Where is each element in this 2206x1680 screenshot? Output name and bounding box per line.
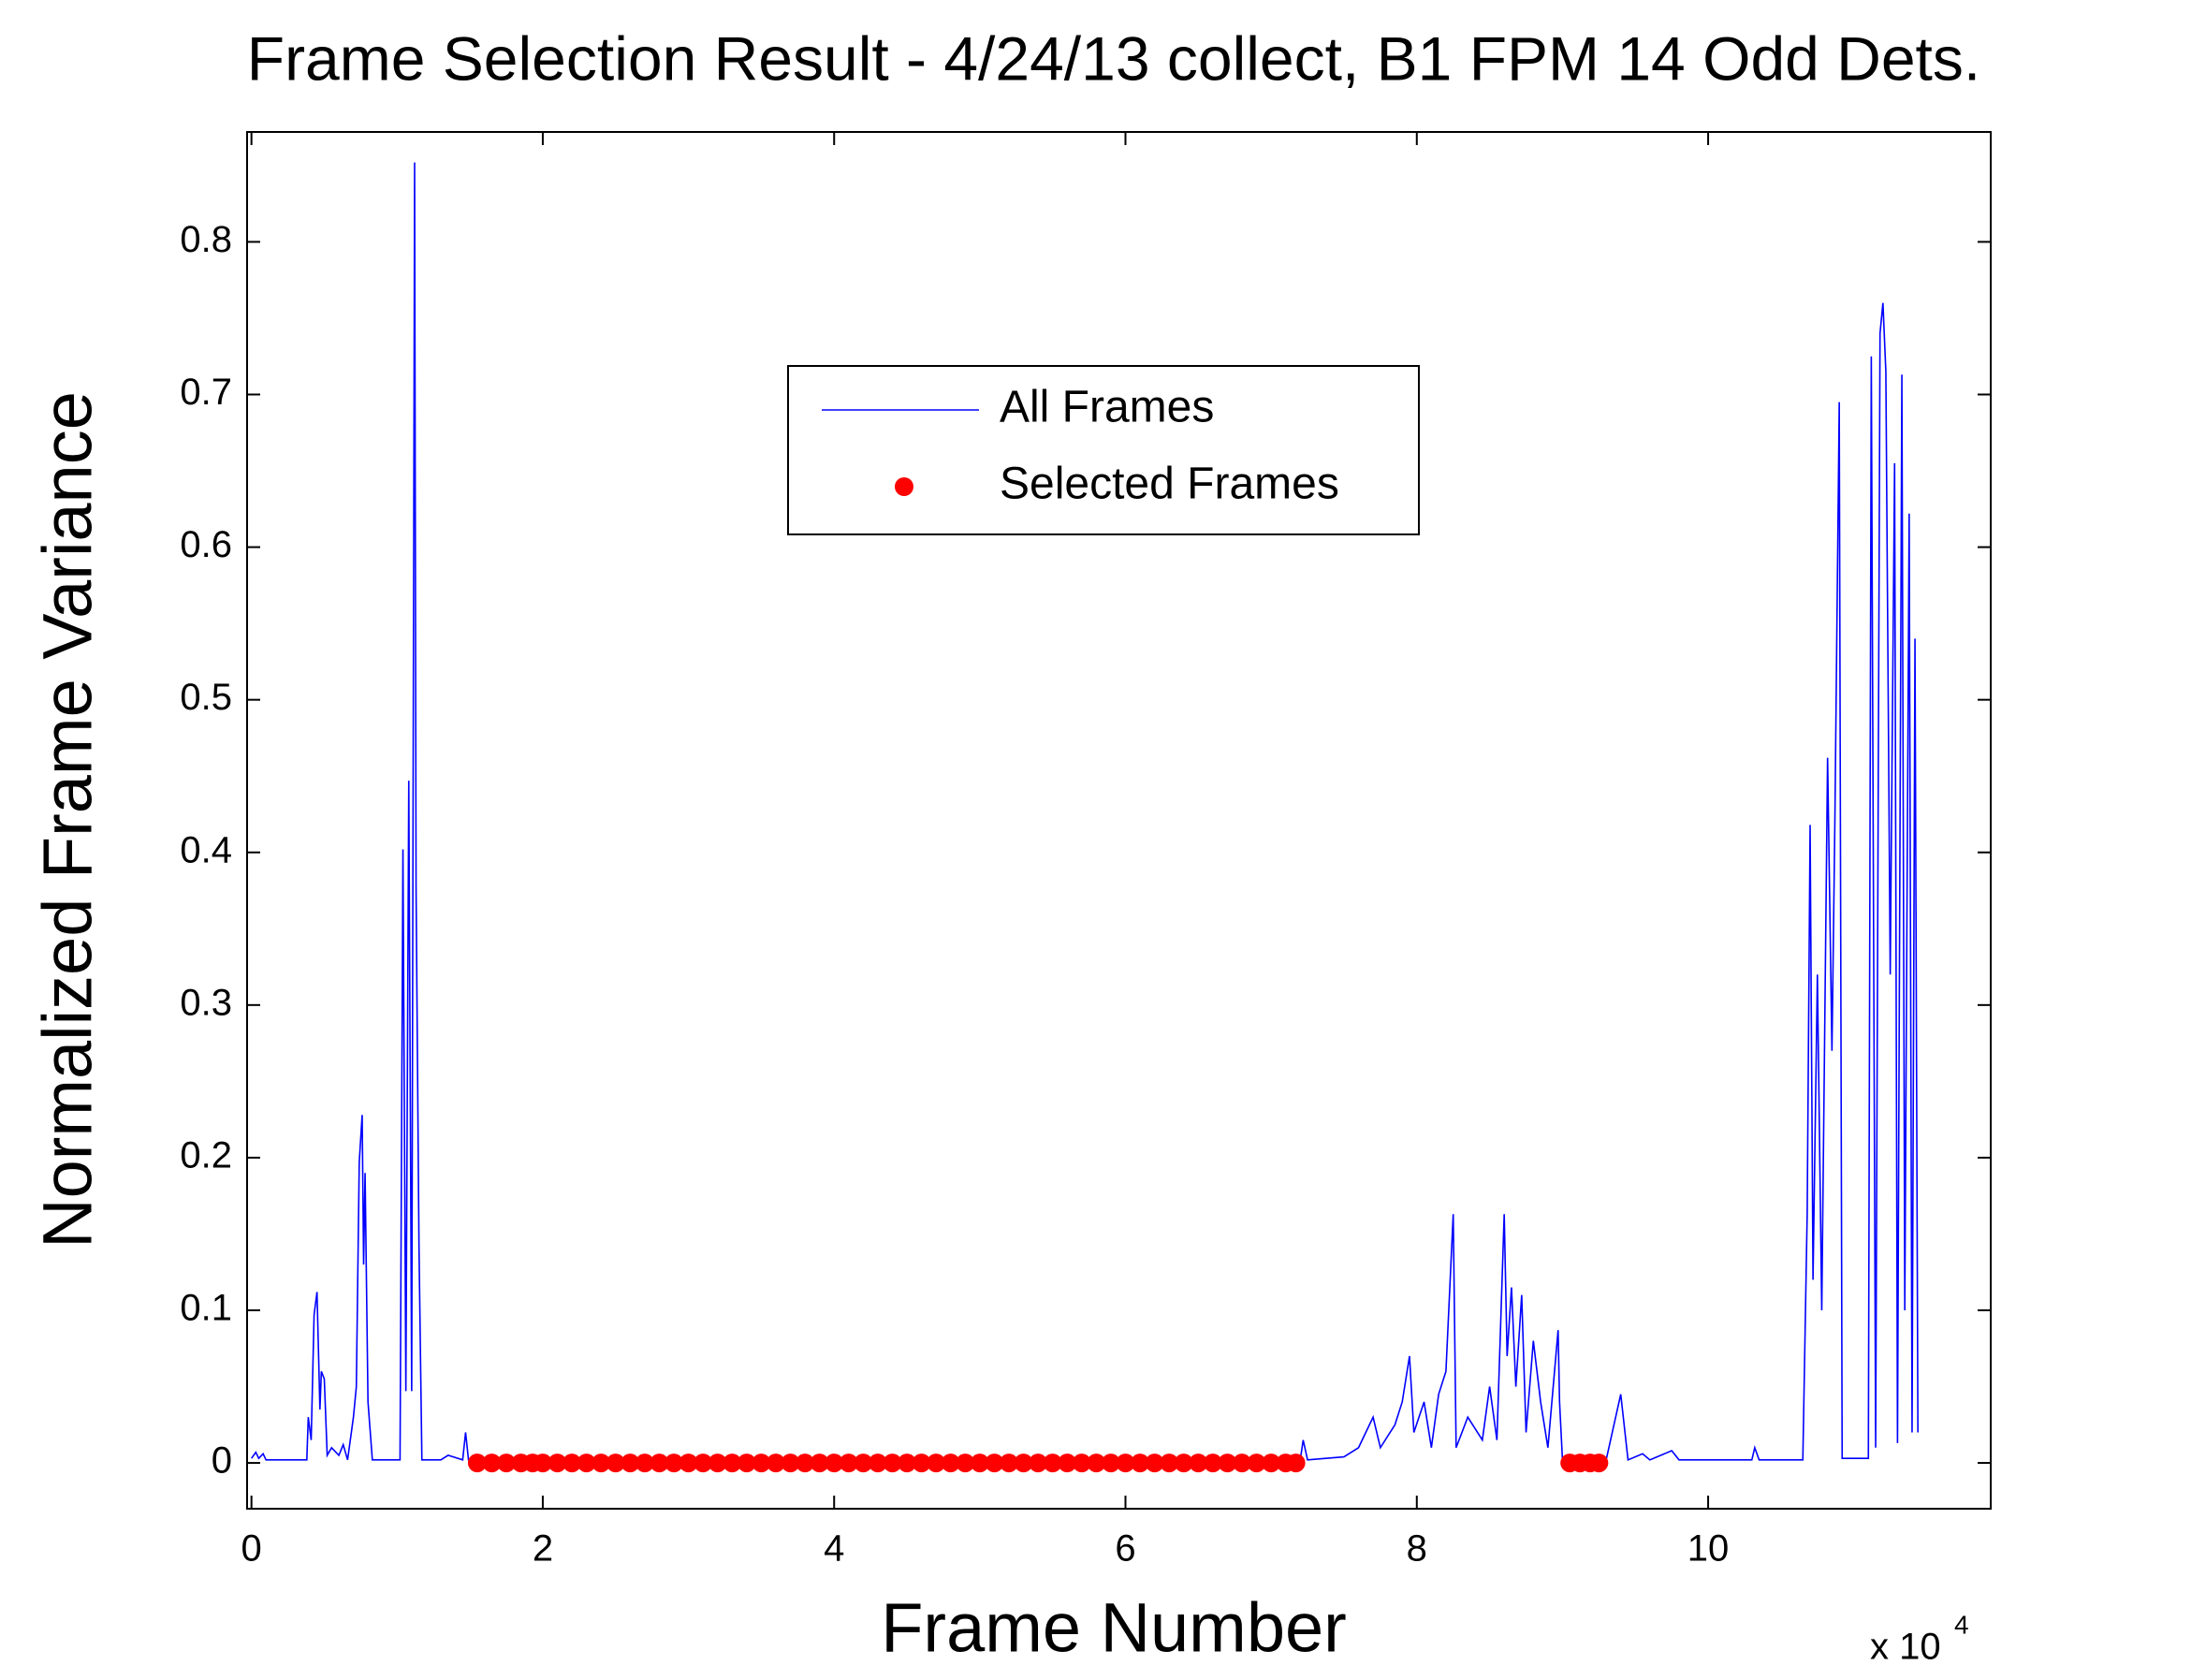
selected-frame-dot — [941, 1454, 960, 1473]
x-tick-label: 0 — [241, 1528, 262, 1570]
selected-frame-dot — [1218, 1454, 1237, 1473]
y-tick-label: 0.3 — [180, 982, 232, 1023]
selected-frame-dot — [927, 1454, 946, 1473]
selected-frame-dot — [752, 1454, 771, 1473]
legend-label: All Frames — [1000, 383, 1214, 432]
selected-frame-dot — [868, 1454, 887, 1473]
y-axis-label: Normalized Frame Variance — [29, 391, 107, 1249]
selected-frame-dot — [912, 1454, 931, 1473]
legend-label: Selected Frames — [1000, 460, 1339, 509]
selected-frame-dot — [1145, 1454, 1164, 1473]
selected-frame-dot — [796, 1454, 815, 1473]
y-tick-label: 0 — [212, 1440, 232, 1482]
selected-frame-dot — [1058, 1454, 1077, 1473]
selected-frame-dot — [1131, 1454, 1150, 1473]
selected-frame-dot — [1101, 1454, 1120, 1473]
selected-frame-dot — [621, 1454, 640, 1473]
plot-area — [247, 132, 1991, 1509]
selected-frame-dot — [665, 1454, 684, 1473]
selected-frame-dot — [781, 1454, 800, 1473]
selected-frame-dot — [1286, 1454, 1306, 1473]
x-tick-label: 4 — [824, 1528, 844, 1570]
selected-frame-dot — [985, 1454, 1004, 1473]
x-tick-label: 8 — [1407, 1528, 1427, 1570]
selected-frame-dot — [467, 1454, 487, 1473]
selected-frame-dot — [1072, 1454, 1091, 1473]
chart-title: Frame Selection Result - 4/24/13 collect… — [247, 23, 1980, 93]
selected-frame-dot — [1203, 1454, 1222, 1473]
selected-frame-dot — [497, 1454, 517, 1473]
selected-frame-dot — [1189, 1454, 1208, 1473]
selected-frame-dot — [1233, 1454, 1252, 1473]
x-tick-label: 6 — [1115, 1528, 1135, 1570]
selected-frame-dot — [1014, 1454, 1033, 1473]
selected-frame-dot — [1247, 1454, 1266, 1473]
selected-frame-dot — [548, 1454, 567, 1473]
x-multiplier: x 10 — [1870, 1627, 1941, 1668]
selected-frame-dot — [839, 1454, 858, 1473]
selected-frame-dot — [1116, 1454, 1135, 1473]
y-tick-label: 0.8 — [180, 219, 232, 260]
selected-frame-dot — [999, 1454, 1018, 1473]
selected-frame-dot — [635, 1454, 654, 1473]
selected-frame-dot — [723, 1454, 742, 1473]
selected-frame-dot — [606, 1454, 625, 1473]
x-tick-label: 10 — [1687, 1528, 1730, 1570]
selected-frame-dot — [1087, 1454, 1106, 1473]
selected-frame-dot — [650, 1454, 669, 1473]
selected-frame-dot — [694, 1454, 713, 1473]
selected-frame-dot — [766, 1454, 785, 1473]
selected-frame-dot — [1160, 1454, 1179, 1473]
x-axis-label: Frame Number — [881, 1589, 1347, 1667]
selected-frame-dot — [898, 1454, 917, 1473]
selected-frame-dot — [1174, 1454, 1193, 1473]
selected-frame-dot — [679, 1454, 698, 1473]
y-tick-label: 0.6 — [180, 524, 232, 565]
y-tick-label: 0.4 — [180, 829, 232, 870]
selected-frame-dot — [737, 1454, 756, 1473]
selected-frame-dot — [708, 1454, 727, 1473]
selected-frame-dot — [562, 1454, 582, 1473]
selected-frame-dot — [1589, 1454, 1609, 1473]
legend-box — [787, 365, 1420, 535]
selected-frame-dot — [970, 1454, 989, 1473]
selected-frame-dot — [577, 1454, 596, 1473]
selected-frame-dot — [1029, 1454, 1048, 1473]
selected-frame-dot — [883, 1454, 902, 1473]
selected-frame-dot — [592, 1454, 611, 1473]
selected-frame-dot — [533, 1454, 552, 1473]
selected-frame-dot — [825, 1454, 844, 1473]
x-multiplier-exponent: 4 — [1954, 1610, 1969, 1639]
axes-box — [246, 131, 1992, 1510]
y-tick-label: 0.2 — [180, 1134, 232, 1176]
selected-frame-dot — [1043, 1454, 1062, 1473]
selected-frame-dot — [810, 1454, 829, 1473]
data-line — [251, 162, 1919, 1461]
y-tick-label: 0.7 — [180, 372, 232, 413]
selected-frame-dot — [482, 1454, 502, 1473]
selected-frame-dot — [956, 1454, 975, 1473]
legend-symbol — [895, 477, 913, 496]
selected-frame-dot — [1262, 1454, 1281, 1473]
y-tick-label: 0.1 — [180, 1288, 232, 1329]
selected-frame-dot — [854, 1454, 873, 1473]
x-tick-label: 2 — [533, 1528, 553, 1570]
y-tick-label: 0.5 — [180, 677, 232, 718]
